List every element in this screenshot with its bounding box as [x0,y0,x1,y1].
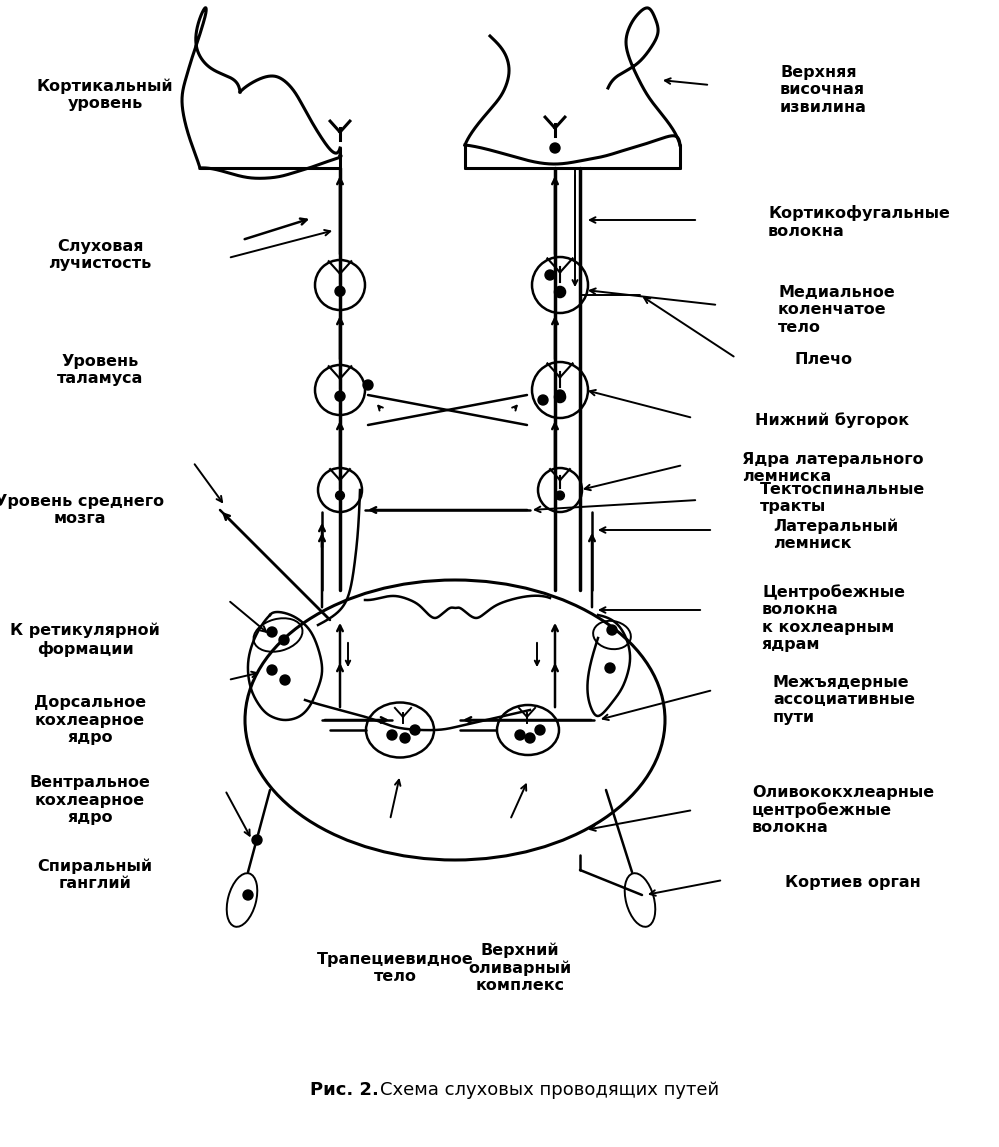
Text: Уровень среднего
мозга: Уровень среднего мозга [0,494,165,526]
Circle shape [335,287,345,296]
Circle shape [387,729,397,740]
Circle shape [243,890,253,900]
Text: Трапециевидное
тело: Трапециевидное тело [317,952,474,984]
Circle shape [550,143,560,153]
Text: Дорсальное
кохлеарное
ядро: Дорсальное кохлеарное ядро [34,695,146,744]
Circle shape [267,627,277,637]
Text: Рис. 2.: Рис. 2. [310,1080,379,1099]
Text: Плечо: Плечо [795,352,853,367]
Circle shape [279,635,289,645]
Circle shape [535,725,545,735]
Circle shape [363,380,373,390]
Text: Схема слуховых проводящих путей: Схема слуховых проводящих путей [380,1080,719,1099]
Circle shape [545,270,555,280]
Circle shape [410,725,420,735]
Text: Кортикофугальные
волокна: Кортикофугальные волокна [768,205,950,239]
Circle shape [605,663,615,673]
Circle shape [538,395,548,405]
Text: Кортиев орган: Кортиев орган [785,874,921,890]
Text: К ретикулярной
формации: К ретикулярной формации [10,623,160,657]
Circle shape [554,391,565,403]
Text: Межъядерные
ассоциативные
пути: Межъядерные ассоциативные пути [773,676,915,725]
Circle shape [252,835,262,845]
Circle shape [267,665,277,674]
Circle shape [607,625,617,635]
Text: Оливококхлеарные
центробежные
волокна: Оливококхлеарные центробежные волокна [752,785,934,835]
Text: Вентральное
кохлеарное
ядро: Вентральное кохлеарное ядро [30,775,151,825]
Circle shape [335,391,345,401]
Text: Спиральный
ганглий: Спиральный ганглий [37,859,153,891]
Circle shape [554,287,565,297]
Circle shape [280,674,290,685]
Text: Верхняя
височная
извилина: Верхняя височная извилина [780,65,867,115]
Text: Центробежные
волокна
к кохлеарным
ядрам: Центробежные волокна к кохлеарным ядрам [762,584,905,651]
Circle shape [525,733,535,743]
Circle shape [400,733,410,743]
Text: Кортикальный
уровень: Кортикальный уровень [37,78,173,111]
Text: Нижний бугорок: Нижний бугорок [755,412,909,428]
Text: Уровень
таламуса: Уровень таламуса [57,353,143,387]
Circle shape [555,390,565,400]
Text: Слуховая
лучистость: Слуховая лучистость [48,239,152,271]
Text: Верхний
оливарный
комплекс: Верхний оливарный комплекс [469,943,571,993]
Text: Медиальное
коленчатое
тело: Медиальное коленчатое тело [778,286,895,335]
Text: Тектоспинальные
тракты: Тектоспинальные тракты [760,482,925,514]
Text: Ядра латерального
лемниска: Ядра латерального лемниска [742,452,924,484]
Circle shape [515,729,525,740]
Text: Латеральный
лемниск: Латеральный лемниск [773,518,898,552]
Circle shape [336,491,345,500]
Circle shape [555,491,564,500]
